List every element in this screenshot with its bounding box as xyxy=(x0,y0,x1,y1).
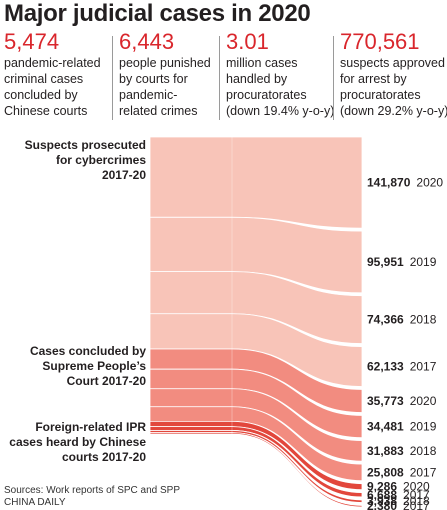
value-label: 95,951 xyxy=(367,255,404,269)
year-label: 2018 xyxy=(410,444,437,458)
stat-description-line: concluded by xyxy=(4,88,78,102)
credit-text: CHINA DAILY xyxy=(4,496,66,508)
data-label: 34,481 2019 xyxy=(367,420,437,434)
flow-band xyxy=(149,136,363,229)
year-label: 2018 xyxy=(410,313,437,327)
stat-description-line: for arrest by xyxy=(340,72,407,86)
group-label: Foreign-related IPR cases heard by Chines… xyxy=(6,420,146,465)
stat-description-line: (down 29.2% y-o-y) xyxy=(340,104,447,118)
stat-description-line: by courts for xyxy=(119,72,188,86)
stat-divider xyxy=(112,36,113,120)
value-label: 25,808 xyxy=(367,465,404,479)
stat-description: million cases handled by procuratorates (do… xyxy=(226,55,336,119)
stat-block: 5,474 pandemic-related criminal cases concl… xyxy=(4,30,114,119)
group-label-line: courts 2017-20 xyxy=(61,450,146,464)
data-label: 141,870 2020 xyxy=(367,176,443,190)
data-label: 9,286 2020 xyxy=(367,480,430,494)
stat-description: people punished by courts for pandemic-rel… xyxy=(119,55,229,119)
stat-description-line: (down 19.4% y-o-y) xyxy=(226,104,335,118)
source-text: Sources: Work reports of SPC and SPP xyxy=(4,485,181,496)
year-label: 2017 xyxy=(410,465,437,479)
data-label: 3,938 2018 xyxy=(367,494,430,508)
stat-description-line: procuratorates xyxy=(340,88,421,102)
stat-divider xyxy=(333,36,334,120)
stat-description-line: pandemic- xyxy=(119,88,178,102)
stat-description: suspects approved for arrest by procurator… xyxy=(340,55,447,119)
value-label: 3,938 xyxy=(367,494,397,508)
value-label: 74,366 xyxy=(367,313,404,327)
group-label-line: 2017-20 xyxy=(101,168,146,182)
group-label: Suspects prosecuted for cybercrimes 2017-2… xyxy=(6,138,146,183)
data-label: 62,133 2017 xyxy=(367,360,437,374)
stat-value: 770,561 xyxy=(340,29,420,54)
chart-title: Major judicial cases in 2020 xyxy=(4,0,311,27)
year-label: 2017 xyxy=(403,499,430,510)
stat-description: pandemic-related criminal cases concluded … xyxy=(4,55,114,119)
data-label: 74,366 2018 xyxy=(367,313,437,327)
year-label: 2020 xyxy=(410,394,437,408)
data-label: 35,773 2020 xyxy=(367,394,437,408)
stat-description-line: related crimes xyxy=(119,104,198,118)
value-label: 62,133 xyxy=(367,360,404,374)
year-label: 2017 xyxy=(403,488,430,502)
group-label-line: Court 2017-20 xyxy=(66,374,146,388)
stat-description-line: procuratorates xyxy=(226,88,307,102)
data-label: 2,380 2017 xyxy=(367,499,430,510)
group-label: Cases concluded by Supreme People’s Court … xyxy=(6,344,146,389)
stat-description-line: suspects approved xyxy=(340,56,445,70)
value-label: 35,773 xyxy=(367,394,404,408)
year-label: 2019 xyxy=(410,255,437,269)
value-label: 31,883 xyxy=(367,444,404,458)
stat-value: 6,443 xyxy=(119,29,175,54)
value-label: 9,286 xyxy=(367,480,397,494)
year-label: 2018 xyxy=(403,494,430,508)
year-label: 2020 xyxy=(403,480,430,494)
group-label-line: for cybercrimes xyxy=(55,153,146,167)
group-label-line: cases heard by Chinese xyxy=(9,435,146,449)
group-label-line: Supreme People’s xyxy=(42,359,146,373)
data-label: 6,688 2017 xyxy=(367,488,430,502)
flow-band xyxy=(149,432,363,508)
stat-description-line: criminal cases xyxy=(4,72,84,86)
value-label: 6,688 xyxy=(367,488,397,502)
year-label: 2019 xyxy=(410,420,437,434)
stat-block: 3.01 million cases handled by procuratorate… xyxy=(226,30,336,119)
value-label: 141,870 xyxy=(367,176,411,190)
data-label: 95,951 2019 xyxy=(367,255,437,269)
stat-value: 3.01 xyxy=(226,29,269,54)
stat-description-line: handled by xyxy=(226,72,288,86)
group-label-line: Cases concluded by xyxy=(29,344,146,358)
stat-description-line: people punished xyxy=(119,56,211,70)
year-label: 2017 xyxy=(410,360,437,374)
group-label-line: Foreign-related IPR xyxy=(35,420,146,434)
stat-description-line: Chinese courts xyxy=(4,104,88,118)
group-label-line: Suspects prosecuted xyxy=(24,138,146,152)
stat-description-line: pandemic-related xyxy=(4,56,101,70)
source-note: Sources: Work reports of SPC and SPP CHI… xyxy=(4,485,180,508)
value-label: 2,380 xyxy=(367,499,397,510)
stat-block: 770,561 suspects approved for arrest by pro… xyxy=(340,30,447,119)
year-label: 2020 xyxy=(416,176,443,190)
stat-value: 5,474 xyxy=(4,29,60,54)
stat-description-line: million cases xyxy=(226,56,298,70)
data-label: 25,808 2017 xyxy=(367,465,437,479)
value-label: 34,481 xyxy=(367,420,404,434)
data-label: 31,883 2018 xyxy=(367,444,437,458)
stat-divider xyxy=(219,36,220,120)
stat-block: 6,443 people punished by courts for pandemi… xyxy=(119,30,229,119)
